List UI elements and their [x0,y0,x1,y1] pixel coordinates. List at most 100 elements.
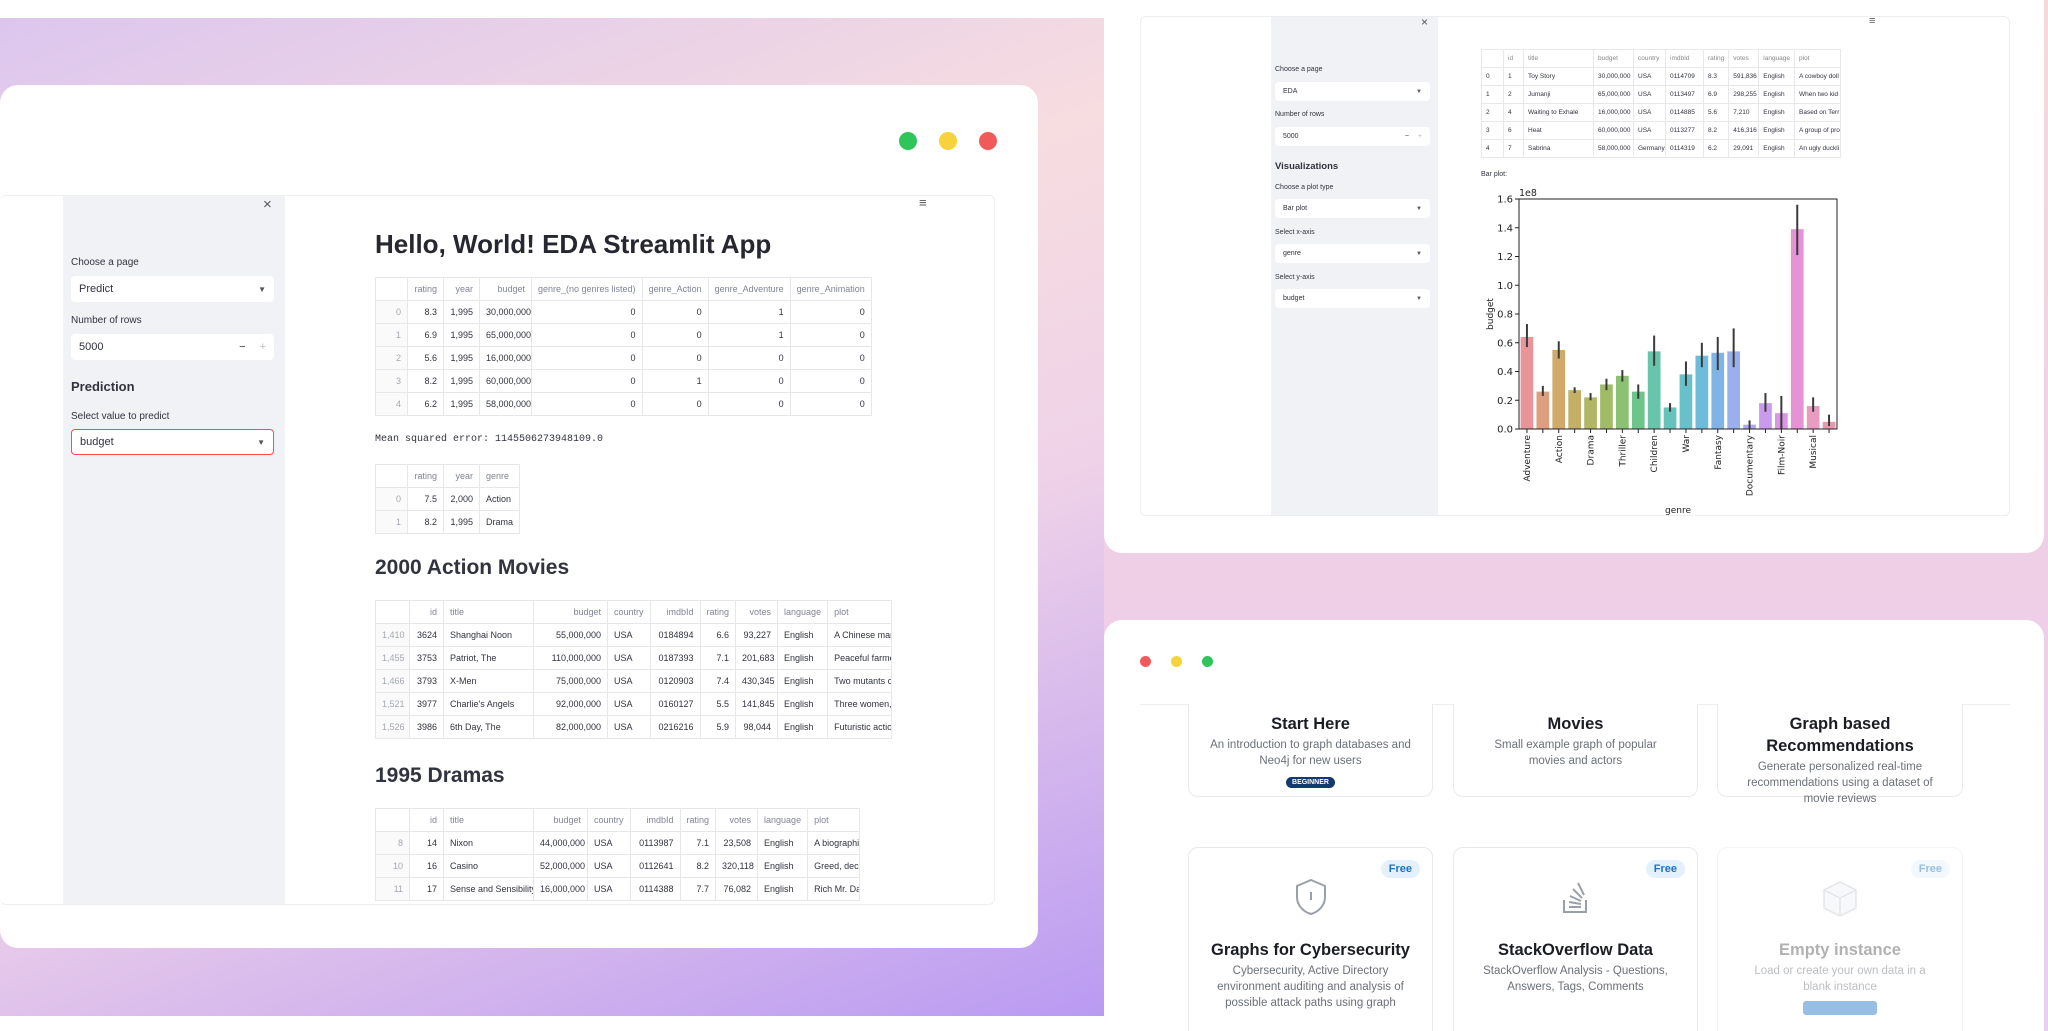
table-cell: USA [587,877,631,901]
tile-empty-instance[interactable]: Free Empty instance Load or create your … [1717,847,1963,1031]
page-select[interactable]: Predict ▼ [71,276,274,302]
table-row: 8 14 Nixon 44,000,000 USA 0113987 7.1 23,508 Eng… [375,831,861,855]
table-cell: 16,000,000 [533,877,588,901]
y-tick-label: 1.0 [1497,281,1513,292]
column-header[interactable]: title [1523,49,1594,68]
tile-start-here[interactable]: Start Here An introduction to graph data… [1188,704,1433,797]
column-header[interactable] [375,808,410,832]
table-cell: 1,995 [443,369,480,393]
window-close-dot[interactable] [1140,656,1151,667]
column-header[interactable]: votes [1728,49,1760,68]
table-cell: Nixon [443,831,534,855]
column-header[interactable]: genre_Animation [789,277,872,301]
hamburger-menu-icon[interactable]: ≡ [919,195,927,210]
column-header[interactable]: rating [407,277,444,301]
predict-select[interactable]: budget ▼ [71,429,274,455]
page-select[interactable]: EDA ▼ [1275,82,1430,101]
window-minimize-dot[interactable] [1171,656,1182,667]
column-header[interactable]: country [1633,49,1666,68]
column-header[interactable] [375,600,410,624]
tile-graph-recommendations[interactable]: Graph based Recommendations Generate per… [1717,704,1963,805]
rows-value: 5000 [1283,133,1299,140]
column-header[interactable]: rating [699,600,737,624]
column-header[interactable]: title [443,808,534,832]
table-row: 2 4 Waiting to Exhale 16,000,000 USA 0114885 5… [1481,103,1842,122]
column-header[interactable]: plot [1794,49,1842,68]
tile-movies[interactable]: Movies Small example graph of popular mo… [1453,704,1698,797]
column-header[interactable]: country [607,600,651,624]
column-header[interactable]: votes [715,808,759,832]
column-header[interactable]: rating [679,808,717,832]
window-minimize-dot[interactable] [939,132,957,150]
column-header[interactable]: genre_Action [641,277,709,301]
column-header[interactable]: imdbId [649,600,701,624]
create-instance-button[interactable] [1803,1001,1877,1015]
rows-number-input[interactable]: 5000 − + [1275,127,1430,146]
increment-button[interactable]: + [259,341,266,353]
column-header[interactable]: language [1758,49,1796,68]
table-cell: 0114388 [629,877,681,901]
x-axis-select[interactable]: genre ▼ [1275,244,1430,263]
column-header[interactable]: language [757,808,809,832]
column-header[interactable]: id [1503,49,1524,68]
column-header[interactable]: country [587,808,631,832]
column-header[interactable]: rating [407,464,444,488]
column-header[interactable] [375,277,408,301]
decrement-button[interactable]: − [239,341,246,353]
column-header[interactable]: budget [533,600,608,624]
column-header[interactable]: plot [827,600,893,624]
column-header[interactable]: genre [479,464,520,488]
column-header[interactable]: id [409,600,444,624]
x-axis-label: Select x-axis [1275,229,1315,236]
increment-button[interactable]: + [1417,133,1422,140]
column-header[interactable] [375,464,408,488]
column-header[interactable]: id [409,808,444,832]
table-row: 0 8.3 1,995 30,000,000 0 0 1 0 [375,300,872,324]
column-header[interactable]: budget [479,277,532,301]
close-icon[interactable]: × [1421,16,1429,29]
column-header[interactable]: title [443,600,534,624]
column-header[interactable] [1481,49,1504,68]
table-cell: 29,091 [1728,139,1760,158]
action-movies-table: id title budget country imdbId rating votes lan… [375,600,893,739]
bar [1695,355,1709,429]
column-header[interactable]: language [777,600,829,624]
y-axis-select[interactable]: budget ▼ [1275,289,1430,308]
y-tick-label: 0.0 [1497,425,1513,436]
prediction-input-table: rating year genre 0 7.5 2,000 Action 1 8.2 1,995 D… [375,464,520,534]
window-close-dot[interactable] [979,132,997,150]
table-cell: 0187393 [649,646,701,670]
column-header[interactable]: votes [735,600,779,624]
column-header[interactable]: year [443,464,480,488]
decrement-button[interactable]: − [1404,133,1409,140]
sidebar: × Choose a page Predict ▼ Number of rows … [63,196,285,904]
close-icon[interactable]: × [263,196,272,213]
column-header[interactable]: year [443,277,480,301]
table-cell: 0 [789,369,872,393]
window-maximize-dot[interactable] [899,132,917,150]
column-header[interactable]: imdbId [629,808,681,832]
table-cell: Charlie's Angels [443,692,534,716]
column-header[interactable]: genre_Adventure [707,277,791,301]
table-cell: 58,000,000 [479,392,532,416]
column-header[interactable]: imdbId [1665,49,1704,68]
column-header[interactable]: genre_(no genres listed) [531,277,643,301]
tile-cybersecurity[interactable]: Free Graphs for Cybersecurity Cybersecur… [1188,847,1433,1031]
chevron-down-icon: ▼ [1416,88,1422,95]
bar [1600,384,1613,429]
table-cell: 93,227 [735,623,779,647]
window-maximize-dot[interactable] [1202,656,1213,667]
hamburger-menu-icon[interactable]: ≡ [1869,16,1876,27]
tile-stackoverflow[interactable]: Free StackOverflow Data StackOverflow An… [1453,847,1698,1031]
column-header[interactable]: rating [1702,49,1730,68]
column-header[interactable]: budget [533,808,588,832]
tile-title: Graph based Recommendations [1766,715,1914,755]
table-cell: 7.7 [679,877,717,901]
chevron-down-icon: ▼ [257,437,265,447]
plot-type-select[interactable]: Bar plot ▼ [1275,199,1430,218]
column-header[interactable]: budget [1593,49,1634,68]
table-cell: Toy Story [1523,67,1594,86]
column-header[interactable]: plot [807,808,861,832]
rows-number-input[interactable]: 5000 − + [71,334,274,360]
chevron-down-icon: ▼ [1416,205,1422,212]
